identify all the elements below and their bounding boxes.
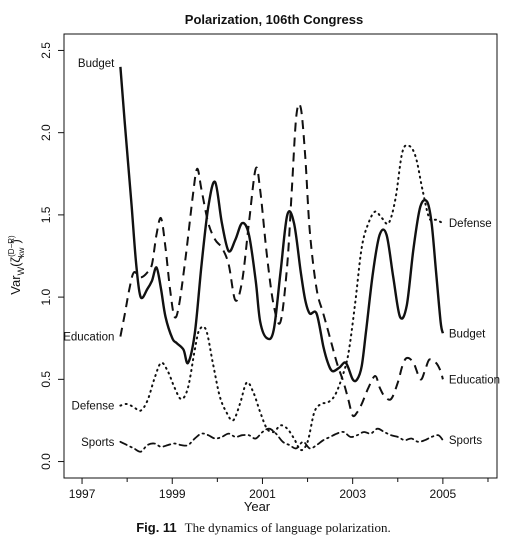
figure-caption-text: The dynamics of language polarization.: [184, 520, 391, 535]
y-tick-label: 2.5: [39, 42, 53, 59]
series-label-end-sports: Sports: [449, 435, 482, 447]
series-line-education: [119, 102, 444, 418]
y-axis-label-close: ): [8, 239, 23, 243]
svg-text:VarW(ζ(D−R)kw): VarW(ζ(D−R)kw): [7, 235, 26, 295]
series-line-defense: [119, 144, 444, 452]
y-tick-label: 1.0: [39, 288, 53, 305]
series-label-end-budget: Budget: [449, 328, 486, 340]
x-tick-label: 1997: [69, 487, 96, 501]
x-tick-label: 2001: [249, 487, 276, 501]
plot-area: 0.0 0.5 1.0 1.5 2.0 2.5 1997 1999 2001 2003 2005 Bu…: [39, 33, 500, 501]
y-axis-label-greek: (ζ: [8, 257, 23, 267]
x-tick-label: 2003: [339, 487, 366, 501]
figure-caption: Fig. 11 The dynamics of language polariza…: [0, 520, 527, 536]
series-label-end-defense: Defense: [449, 218, 492, 230]
plot-frame: [63, 33, 498, 479]
y-axis-label-sub: W: [16, 266, 26, 275]
y-axis-label: VarW(ζ(D−R)kw): [7, 235, 26, 295]
x-tick-label: 1999: [159, 487, 186, 501]
series-label-start-defense: Defense: [72, 401, 115, 413]
series-label-end-education: Education: [449, 374, 500, 386]
x-axis-label: Year: [244, 499, 271, 514]
chart-svg: Polarization, 106th Congress VarW(ζ(D−R)…: [7, 12, 500, 514]
series-line-sports: [119, 427, 444, 453]
y-tick-label: 0.5: [39, 371, 53, 388]
y-tick-label: 2.0: [39, 124, 53, 141]
figure-caption-label: Fig. 11: [136, 520, 177, 535]
x-tick-label: 2005: [430, 487, 457, 501]
y-axis-label-main: Var: [8, 275, 23, 295]
series-label-start-sports: Sports: [81, 437, 114, 449]
series-label-start-education: Education: [63, 332, 114, 344]
y-axis-label-greek-super: (D−R): [7, 235, 16, 257]
y-tick-label: 0.0: [39, 453, 53, 470]
series-line-budget: [119, 66, 445, 383]
y-axis-label-greek-sub: kw: [17, 247, 26, 257]
y-tick-label: 1.5: [39, 206, 53, 223]
series-label-start-budget: Budget: [78, 58, 115, 70]
chart-title: Polarization, 106th Congress: [185, 12, 363, 27]
